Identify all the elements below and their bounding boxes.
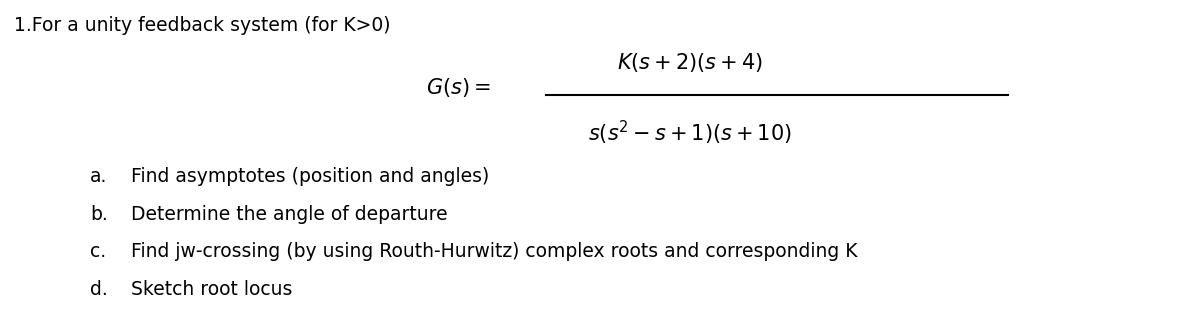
Text: c.: c. [90,243,106,261]
Text: Find jw-crossing (by using Routh-Hurwitz) complex roots and corresponding K: Find jw-crossing (by using Routh-Hurwitz… [131,243,857,261]
Text: Find asymptotes (position and angles): Find asymptotes (position and angles) [131,167,490,186]
Text: Sketch root locus: Sketch root locus [131,280,292,299]
Text: Determine the angle of departure: Determine the angle of departure [131,205,448,224]
Text: $G(s) =$: $G(s) =$ [426,76,491,99]
Text: $K(s + 2)(s + 4)$: $K(s + 2)(s + 4)$ [617,51,763,74]
Text: a.: a. [90,167,107,186]
Text: $s(s^2 - s + 1)(s + 10)$: $s(s^2 - s + 1)(s + 10)$ [588,119,792,147]
Text: 1.For a unity feedback system (for K>0): 1.For a unity feedback system (for K>0) [14,16,391,35]
Text: b.: b. [90,205,108,224]
Text: d.: d. [90,280,108,299]
